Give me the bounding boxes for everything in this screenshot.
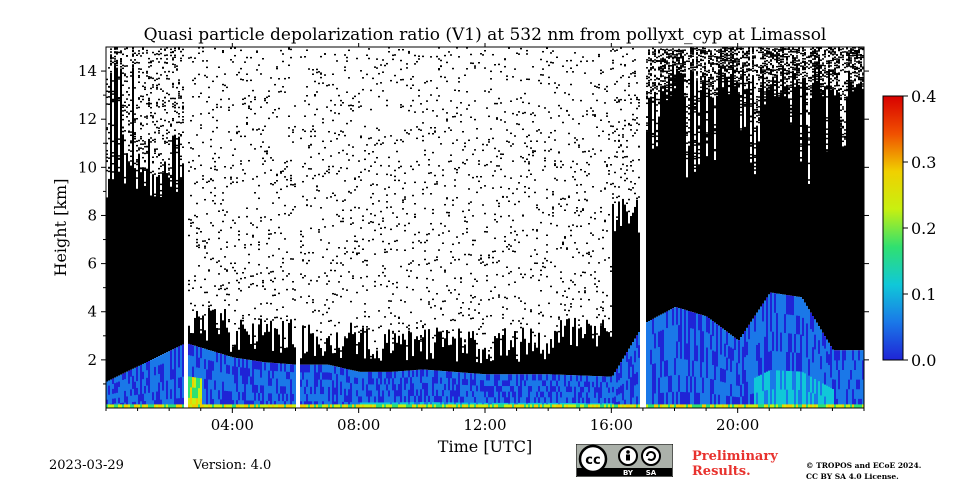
copyright-line-1: © TROPOS and ECoE 2024.	[806, 460, 921, 471]
cc-sa-text: SA	[646, 469, 657, 477]
x-tick-label: 16:00	[590, 416, 633, 434]
version-label: Version: 4.0	[193, 458, 271, 473]
copyright-line-2: CC BY SA 4.0 License.	[806, 471, 921, 482]
cc-by-sa-badge: cc BY SA	[576, 444, 673, 477]
colorbar-tick-label: 0.0	[911, 351, 936, 370]
y-tick-label: 14	[78, 62, 97, 80]
plot-area	[106, 47, 864, 408]
colorbar-tick-label: 0.2	[911, 219, 936, 238]
x-tick-label: 08:00	[337, 416, 380, 434]
y-tick-label: 6	[87, 255, 97, 273]
y-tick-label: 2	[87, 351, 97, 369]
y-tick-label: 10	[78, 158, 97, 176]
date-label: 2023-03-29	[49, 458, 124, 473]
y-tick-label: 4	[87, 303, 97, 321]
x-tick-label: 04:00	[211, 416, 254, 434]
x-tick-label: 12:00	[463, 416, 506, 434]
colorbar: 0.0 0.1 0.2 0.3 0.4	[883, 87, 936, 370]
colorbar-tick-label: 0.3	[911, 153, 936, 172]
y-axis-label: Height [km]	[51, 179, 70, 277]
x-tick-label: 20:00	[716, 416, 759, 434]
preliminary-results-label: Preliminary Results.	[692, 449, 778, 479]
cc-by-text: BY	[623, 469, 634, 477]
colorbar-scale	[883, 96, 903, 360]
y-tick-label: 12	[78, 110, 97, 128]
colorbar-tick-label: 0.4	[911, 87, 936, 106]
copyright-notice: © TROPOS and ECoE 2024. CC BY SA 4.0 Lic…	[806, 460, 921, 482]
x-axis-label: Time [UTC]	[438, 437, 532, 456]
y-tick-label: 8	[87, 206, 97, 224]
colorbar-tick-label: 0.1	[911, 285, 936, 304]
